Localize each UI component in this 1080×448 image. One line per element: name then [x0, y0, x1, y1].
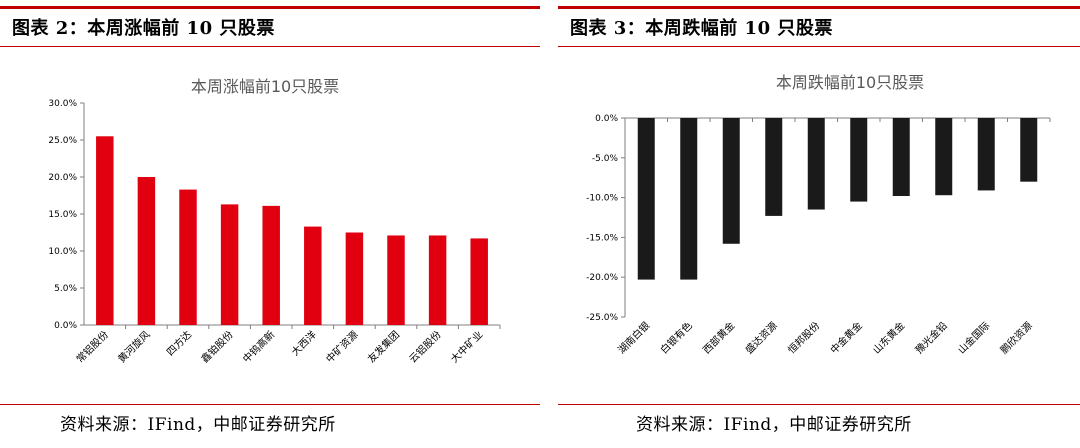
- y-tick-label: -10.0%: [586, 194, 618, 204]
- bar: [637, 118, 655, 280]
- top-rule: [0, 6, 540, 9]
- category-label: 中金黄金: [827, 319, 864, 356]
- category-label: 西部黄金: [700, 319, 737, 356]
- y-tick-label: 30.0%: [48, 99, 77, 109]
- bar: [345, 232, 364, 325]
- category-label: 山东黄金: [870, 319, 907, 356]
- y-tick-label: 10.0%: [48, 247, 77, 257]
- figure-panel-right: 图表 3：本周跌幅前 10 只股票 本周跌幅前10只股票 0.0% -5.0% -10…: [558, 0, 1080, 448]
- y-tick-label: -20.0%: [586, 273, 618, 283]
- figure-panel-left: 图表 2：本周涨幅前 10 只股票 本周涨幅前10只股票 30.0% 25.0% 20…: [0, 6, 540, 435]
- category-label: 豫光金铅: [912, 319, 949, 356]
- top-rule: [558, 6, 1080, 9]
- y-tick-label: 0.0%: [54, 321, 77, 331]
- category-label: 大中矿业: [448, 328, 485, 365]
- bar: [935, 118, 953, 196]
- bar: [428, 235, 447, 325]
- category-label: 云铝股份: [407, 329, 444, 366]
- category-label: 黄河旋风: [115, 328, 152, 365]
- title-rule: [558, 46, 1080, 47]
- figure-title: 图表 3：本周跌幅前 10 只股票: [570, 18, 833, 39]
- source-note: 资料来源：IFind，中邮证券研究所: [636, 415, 912, 435]
- category-label: 鹏欣资源: [997, 319, 1034, 356]
- category-label: 恒邦股份: [785, 319, 822, 356]
- gainers-bar-chart: 本周涨幅前10只股票 30.0% 25.0% 20.0% 15.0% 10.0% 5.0% 0…: [48, 77, 501, 366]
- category-label: 友发集团: [365, 328, 402, 365]
- y-tick-label: -25.0%: [586, 313, 618, 323]
- y-tick-label: 25.0%: [48, 136, 77, 146]
- category-label: 白银有色: [657, 319, 694, 356]
- bar: [96, 136, 114, 325]
- title-rule: [0, 46, 540, 47]
- bar: [137, 177, 156, 325]
- bar: [470, 238, 488, 325]
- bar: [262, 205, 280, 325]
- chart-title: 本周涨幅前10只股票: [191, 77, 339, 96]
- bar: [220, 204, 239, 325]
- bar: [850, 118, 868, 202]
- category-label: 盛达资源: [742, 319, 779, 356]
- category-label: 大西洋: [289, 328, 319, 358]
- bar: [387, 235, 405, 325]
- bottom-rule: [558, 404, 1080, 405]
- chart-title: 本周跌幅前10只股票: [776, 73, 924, 92]
- y-tick-label: 0.0%: [595, 114, 618, 124]
- bar: [807, 118, 825, 210]
- y-tick-label: 5.0%: [54, 284, 77, 294]
- figure-title: 图表 2：本周涨幅前 10 只股票: [12, 18, 275, 39]
- category-label: 鑫铂股份: [198, 328, 235, 365]
- y-tick-label: 15.0%: [48, 210, 77, 220]
- bar: [680, 118, 698, 280]
- bar: [722, 118, 740, 244]
- category-label: 中钨高新: [240, 328, 277, 365]
- source-note: 资料来源：IFind，中邮证券研究所: [60, 415, 336, 435]
- category-label: 山金国际: [955, 319, 992, 356]
- bar: [304, 226, 322, 325]
- losers-bar-chart: 本周跌幅前10只股票 0.0% -5.0% -10.0% -15.0% -20.0% -25…: [586, 73, 1051, 356]
- bar: [892, 118, 910, 197]
- category-label: 湖南白银: [615, 319, 652, 356]
- bar: [179, 189, 197, 325]
- bar: [977, 118, 995, 191]
- y-tick-label: -5.0%: [592, 154, 619, 164]
- y-tick-label: -15.0%: [586, 233, 618, 243]
- bottom-rule: [0, 404, 540, 405]
- category-label: 中矿资源: [323, 328, 360, 365]
- category-label: 常铝股份: [73, 328, 110, 365]
- y-tick-label: 20.0%: [48, 173, 77, 183]
- bar: [765, 118, 783, 216]
- category-label: 四方达: [164, 328, 194, 358]
- bar: [1020, 118, 1038, 182]
